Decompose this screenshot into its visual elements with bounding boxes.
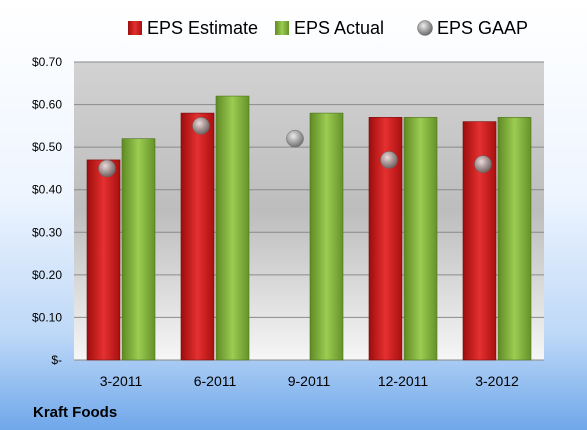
- legend-swatch-eps-estimate: [128, 21, 142, 35]
- legend-swatch-eps-gaap: [417, 20, 433, 36]
- legend: EPS Estimate EPS Actual EPS GAAP: [128, 18, 528, 38]
- marker-eps-gaap: [192, 117, 210, 135]
- y-tick-label: $0.20: [32, 268, 62, 282]
- y-tick-label: $0.60: [32, 98, 62, 112]
- x-tick-label: 9-2011: [288, 373, 331, 389]
- marker-eps-gaap: [474, 155, 492, 173]
- y-tick-label: $0.50: [32, 140, 62, 154]
- legend-swatch-eps-actual: [275, 21, 289, 35]
- marker-eps-gaap: [98, 159, 116, 178]
- bar-eps-actual: [215, 95, 250, 361]
- bar-eps-actual: [497, 117, 532, 361]
- marker-eps-gaap: [286, 129, 304, 148]
- x-axis-tick-labels: 3-2011 6-2011 9-2011 12-2011 3-2012: [100, 373, 519, 389]
- y-tick-label: $0.70: [32, 55, 62, 69]
- x-tick-label: 3-2011: [100, 373, 143, 389]
- x-tick-label: 6-2011: [194, 373, 237, 389]
- y-tick-label: $0.10: [32, 310, 62, 324]
- gaap-markers: [98, 117, 492, 178]
- y-axis-tick-labels: $- $0.10 $0.20 $0.30 $0.40 $0.50 $0.60 $0.70: [32, 55, 62, 367]
- legend-label: EPS Actual: [294, 18, 384, 38]
- y-tick-label: $0.30: [32, 225, 62, 239]
- bar-eps-actual: [121, 138, 156, 361]
- x-tick-label: 3-2012: [475, 373, 519, 389]
- bar-eps-estimate: [86, 159, 121, 361]
- bar-eps-estimate: [180, 112, 215, 361]
- legend-label: EPS GAAP: [437, 18, 528, 38]
- company-label: Kraft Foods: [33, 404, 117, 421]
- legend-label: EPS Estimate: [147, 18, 258, 38]
- bars: [86, 95, 532, 361]
- x-tick-label: 12-2011: [378, 373, 429, 389]
- bar-eps-actual: [403, 117, 438, 361]
- marker-eps-gaap: [380, 151, 398, 169]
- y-tick-label: $0.40: [32, 183, 62, 197]
- bar-eps-actual: [309, 112, 344, 361]
- y-tick-label: $-: [51, 353, 62, 367]
